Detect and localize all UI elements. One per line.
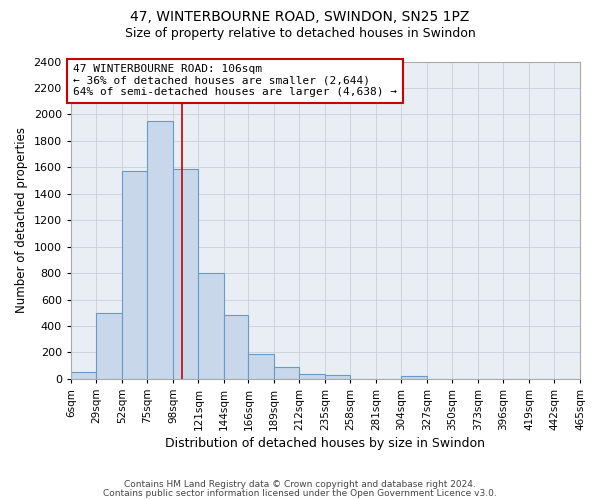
Bar [274,367,299,379]
X-axis label: Distribution of detached houses by size in Swindon: Distribution of detached houses by size … [166,437,485,450]
Bar [299,374,325,379]
Bar [148,121,173,379]
Bar [199,273,224,379]
Bar [97,313,122,379]
Text: 47 WINTERBOURNE ROAD: 106sqm
← 36% of detached houses are smaller (2,644)
64% of: 47 WINTERBOURNE ROAD: 106sqm ← 36% of de… [73,64,397,98]
Text: 47, WINTERBOURNE ROAD, SWINDON, SN25 1PZ: 47, WINTERBOURNE ROAD, SWINDON, SN25 1PZ [130,10,470,24]
Bar [173,168,199,379]
Bar [122,170,148,379]
Bar [325,375,350,379]
Text: Contains public sector information licensed under the Open Government Licence v3: Contains public sector information licen… [103,488,497,498]
Bar [224,316,248,379]
Y-axis label: Number of detached properties: Number of detached properties [15,127,28,313]
Text: Size of property relative to detached houses in Swindon: Size of property relative to detached ho… [125,28,475,40]
Bar [248,354,274,379]
Bar [401,376,427,379]
Text: Contains HM Land Registry data © Crown copyright and database right 2024.: Contains HM Land Registry data © Crown c… [124,480,476,489]
Bar [71,372,97,379]
